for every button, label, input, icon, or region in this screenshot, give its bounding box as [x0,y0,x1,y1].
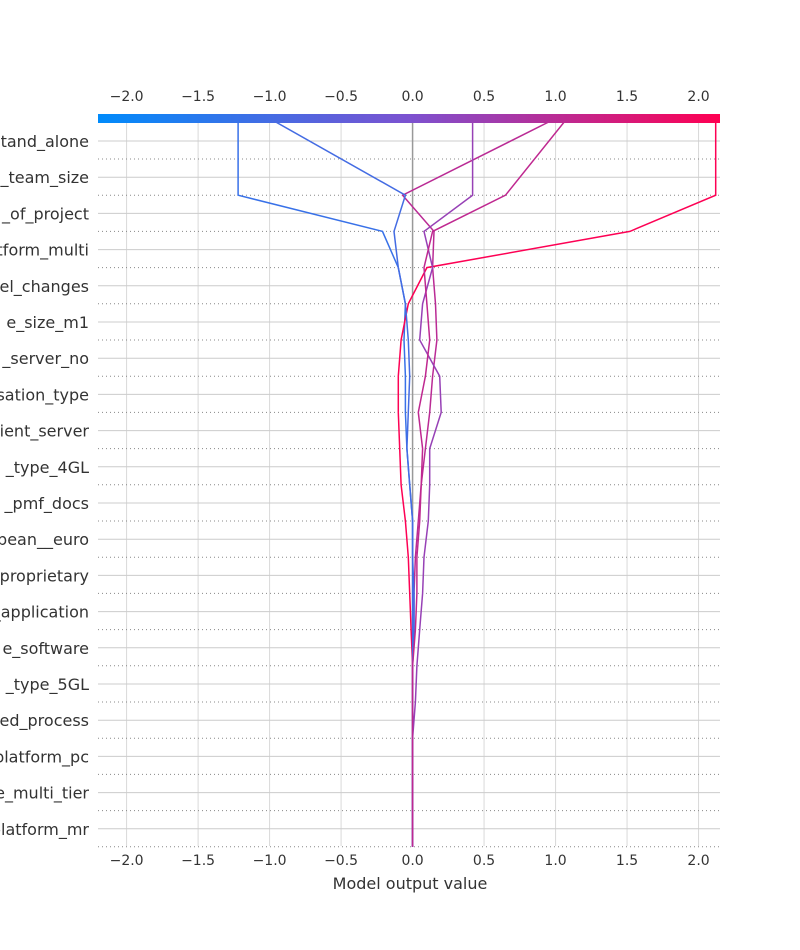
feature-labels: tand_alone _team_size _of_project tform_mul… [0,132,89,840]
feature-label: bean__euro [0,530,89,550]
feature-label: e_software [2,639,89,659]
top-x-tick-label: −1.5 [181,89,215,105]
top-x-tick-label: 1.5 [616,89,638,105]
grid [98,123,720,848]
series-line-2 [237,118,415,847]
x-axis-title: Model output value [333,874,488,893]
bottom-x-tick-label: 2.0 [687,853,709,869]
bottom-x-tick-label: −1.5 [181,853,215,869]
feature-label: platform_pc [0,747,89,767]
bottom-x-axis: −2.0 −1.5 −1.0 −0.5 0.0 0.5 1.0 1.5 2.0 [110,853,710,869]
feature-label: e_size_m1 [6,313,89,333]
top-x-axis: −2.0 −1.5 −1.0 −0.5 0.0 0.5 1.0 1.5 2.0 [110,89,710,105]
bottom-x-tick-label: −0.5 [324,853,358,869]
bottom-x-tick-label: 0.5 [473,853,495,869]
series-line-6 [411,118,568,847]
top-x-tick-label: −0.5 [324,89,358,105]
feature-label: _of_project [1,204,89,224]
feature-label: _application [0,603,89,623]
top-x-tick-label: 2.0 [687,89,709,105]
bottom-x-tick-label: 0.0 [401,853,423,869]
bottom-x-tick-label: 1.5 [616,853,638,869]
feature-label: ient_server [0,422,89,442]
top-x-tick-label: 0.0 [401,89,423,105]
top-x-tick-label: 1.0 [544,89,566,105]
top-x-tick-label: −2.0 [110,89,144,105]
colorbar [98,114,720,123]
feature-label: _proprietary [0,566,89,586]
series-lines [237,117,717,847]
feature-label: ed_process [0,711,89,731]
series-line-3 [397,118,717,847]
series-line-1 [401,117,556,847]
feature-label: e_multi_tier [0,784,89,804]
feature-label: el_changes [0,277,89,297]
feature-label: _team_size [0,168,89,188]
bottom-x-tick-label: 1.0 [544,853,566,869]
top-x-tick-label: 0.5 [473,89,495,105]
feature-label: tform_multi [0,241,89,261]
top-x-tick-label: −1.0 [253,89,287,105]
feature-label: _type_4GL [5,458,89,478]
feature-label: tand_alone [1,132,89,152]
feature-label: _server_no [1,349,89,369]
feature-label: platform_mr [0,820,89,840]
feature-label: sation_type [0,385,89,405]
feature-label: _pmf_docs [4,494,89,514]
feature-label: _type_5GL [5,675,89,695]
bottom-x-tick-label: −2.0 [110,853,144,869]
bottom-x-tick-label: −1.0 [253,853,287,869]
